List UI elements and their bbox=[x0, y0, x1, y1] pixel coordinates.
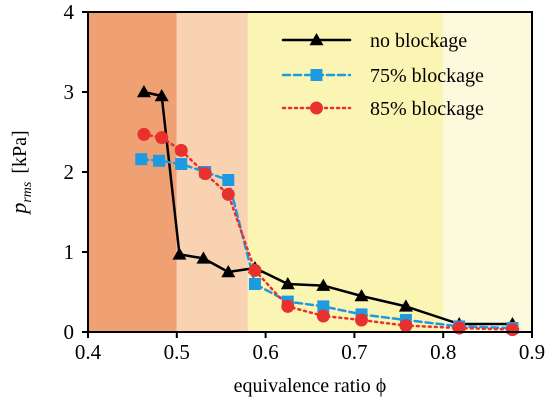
y-tick-label: 3 bbox=[64, 80, 75, 104]
y-tick-label: 2 bbox=[64, 160, 75, 184]
background-band-4 bbox=[443, 12, 532, 332]
series-line bbox=[142, 90, 514, 326]
data-point bbox=[316, 309, 330, 323]
x-tick-label: 0.8 bbox=[430, 340, 456, 364]
series-3 bbox=[137, 127, 519, 337]
x-axis-label: equivalence ratio ϕ bbox=[234, 375, 387, 397]
data-point bbox=[248, 278, 261, 290]
x-tick-label: 0.6 bbox=[252, 340, 278, 364]
x-tick-label: 0.7 bbox=[341, 340, 367, 364]
x-tick-label: 0.9 bbox=[519, 340, 545, 364]
data-point bbox=[135, 153, 148, 166]
data-point bbox=[155, 131, 169, 145]
y-tick-label: 4 bbox=[64, 0, 75, 24]
y-axis-label: prms [kPa] bbox=[6, 130, 35, 215]
data-point bbox=[222, 174, 235, 186]
data-point bbox=[153, 154, 166, 167]
legend-item: 75% blockage bbox=[281, 65, 484, 87]
data-point bbox=[316, 278, 331, 291]
data-point bbox=[175, 158, 188, 170]
legend: no blockage 75% blockage 85% blockage bbox=[281, 30, 484, 120]
x-tick-label: 0.5 bbox=[164, 340, 190, 364]
data-point bbox=[196, 251, 211, 264]
data-point bbox=[317, 300, 330, 313]
legend-item: 85% blockage bbox=[281, 98, 484, 120]
background-bands bbox=[88, 12, 532, 332]
background-band-1 bbox=[88, 12, 177, 332]
y-axis-label-unit: [kPa] bbox=[9, 130, 31, 173]
y-tick-label: 1 bbox=[64, 240, 75, 264]
legend-label: 85% blockage bbox=[370, 98, 484, 120]
data-point bbox=[174, 143, 188, 157]
y-axis-label-main: p bbox=[6, 203, 31, 216]
data-point bbox=[136, 85, 151, 98]
data-point bbox=[154, 89, 169, 102]
data-point bbox=[398, 299, 413, 312]
data-point bbox=[354, 289, 369, 302]
legend-label: 75% blockage bbox=[370, 65, 484, 87]
y-tick-label: 0 bbox=[64, 320, 75, 344]
data-point bbox=[172, 247, 187, 260]
data-point bbox=[281, 299, 295, 313]
legend-marker bbox=[309, 33, 324, 46]
data-point bbox=[355, 313, 369, 327]
y-axis-ticks: 0 1 2 3 4 bbox=[64, 0, 88, 344]
series-layer bbox=[135, 85, 520, 337]
background-band-2 bbox=[176, 12, 248, 332]
data-point bbox=[505, 323, 519, 337]
data-point bbox=[221, 265, 236, 278]
legend-item: no blockage bbox=[281, 30, 467, 52]
legend-label: no blockage bbox=[370, 30, 467, 52]
data-point bbox=[198, 167, 212, 181]
legend-marker bbox=[310, 101, 323, 115]
x-tick-label: 0.4 bbox=[75, 340, 102, 364]
x-axis-ticks: 0.4 0.5 0.6 0.7 0.8 0.9 bbox=[75, 332, 545, 364]
data-point bbox=[280, 277, 295, 290]
data-point bbox=[221, 187, 235, 201]
legend-marker bbox=[310, 69, 323, 81]
y-axis-label-sub: rms bbox=[20, 181, 35, 203]
data-point bbox=[248, 263, 262, 277]
data-point bbox=[137, 127, 151, 141]
data-point bbox=[399, 319, 413, 333]
background-band-3 bbox=[247, 12, 444, 332]
